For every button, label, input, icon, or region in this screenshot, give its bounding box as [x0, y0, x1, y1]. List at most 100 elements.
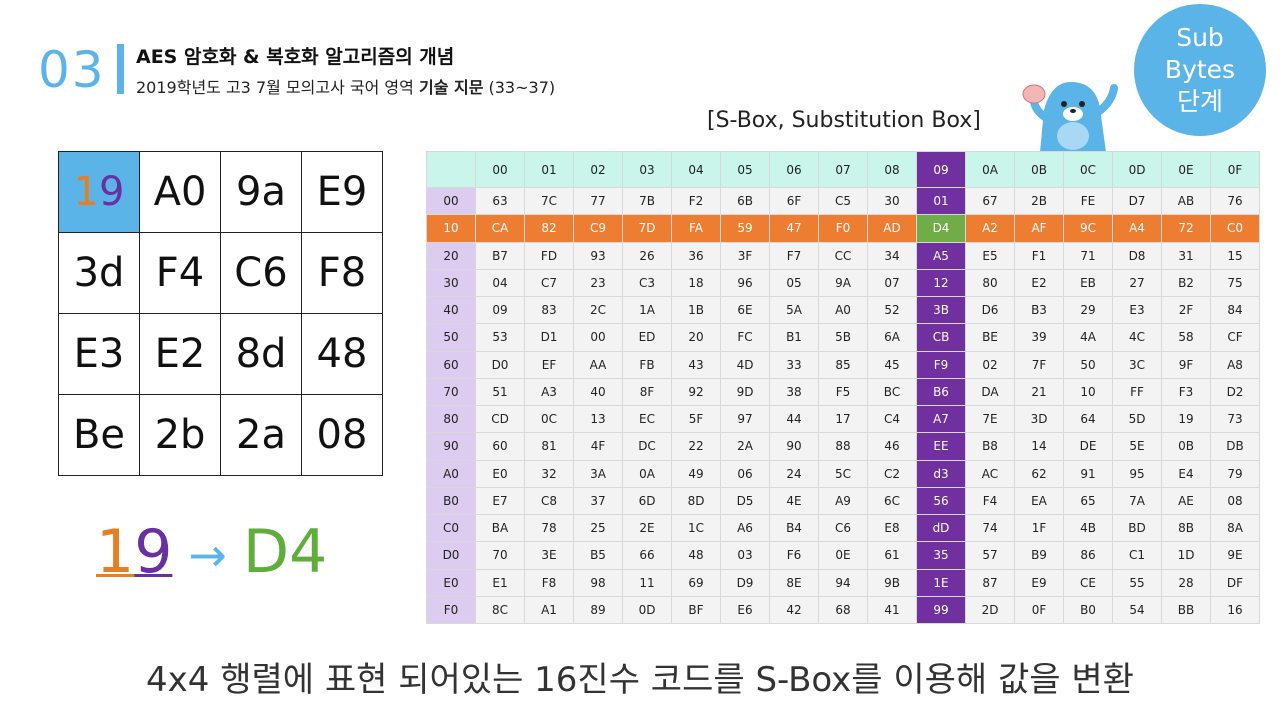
sbox-row-header: A0	[426, 459, 476, 488]
sbox-cell: 8A	[1210, 513, 1260, 543]
sbox-cell: 21	[1014, 377, 1064, 407]
sbox-cell: 96	[720, 268, 770, 298]
sbox-cell: AF	[1014, 214, 1064, 243]
sbox-cell: C7	[524, 268, 574, 298]
sbox-cell: 3C	[1112, 350, 1162, 379]
sbox-cell: 46	[867, 432, 917, 461]
sbox-cell: C0	[1210, 214, 1260, 243]
sbox-cell: 7A	[1112, 486, 1162, 516]
sbox-cell: 27	[1112, 268, 1162, 298]
sbox-cell: D9	[720, 568, 770, 597]
state-matrix: 19 A0 9a E9 3d F4 C6 F8 E3 E2 8d 48 Be 2…	[58, 151, 383, 476]
sbox-cell: 8B	[1161, 513, 1211, 543]
sbox-cell: 5D	[1112, 404, 1162, 434]
sbox-cell: 0B	[1161, 432, 1211, 461]
sbox-cell: A0	[818, 295, 868, 325]
sbox-cell: 3E	[524, 541, 574, 570]
sbox-cell: 05	[769, 268, 819, 298]
sbox-cell: EF	[524, 350, 574, 379]
sbox-cell: B2	[1161, 268, 1211, 298]
sbox-cell: 99	[916, 595, 966, 625]
sbox-cell: BD	[1112, 513, 1162, 543]
sbox-cell: 78	[524, 513, 574, 543]
state-cell: 2a	[220, 394, 302, 476]
sbox-cell: CB	[916, 323, 966, 352]
state-cell: 3d	[58, 232, 140, 314]
sbox-cell: 41	[867, 595, 917, 625]
sbox-cell: 9B	[867, 568, 917, 597]
sbox-cell: 5A	[769, 295, 819, 325]
sbox-cell: 93	[573, 241, 623, 270]
sbox-cell: F4	[965, 486, 1015, 516]
sbox-cell: 95	[1112, 459, 1162, 488]
sbox-cell: 74	[965, 513, 1015, 543]
sbox-cell: EA	[1014, 486, 1064, 516]
sbox-column-header: 01	[524, 151, 574, 188]
sbox-cell: 0E	[818, 541, 868, 570]
sbox-column-header: 0C	[1063, 151, 1113, 188]
sbox-cell: 33	[769, 350, 819, 379]
sbox-cell: F1	[1014, 241, 1064, 270]
sbox-cell: 10	[1063, 377, 1113, 407]
sbox-cell: 68	[818, 595, 868, 625]
sbox-cell: B4	[769, 513, 819, 543]
sbox-cell: A3	[524, 377, 574, 407]
sbox-cell: 86	[1063, 541, 1113, 570]
sbox-row-header: 50	[426, 323, 476, 352]
sbox-cell: FF	[1112, 377, 1162, 407]
sbox-cell: 67	[965, 186, 1015, 216]
sbox-cell: C2	[867, 459, 917, 488]
sbox-cell: 51	[475, 377, 525, 407]
sbox-cell: FC	[720, 323, 770, 352]
sbox-cell: 7D	[622, 214, 672, 243]
sbox-cell: AC	[965, 459, 1015, 488]
sbox-cell: 8E	[769, 568, 819, 597]
sbox-cell: A4	[1112, 214, 1162, 243]
sbox-cell: 9F	[1161, 350, 1211, 379]
sbox-row: 40 09 83 2C 1A 1B 6E 5A A0 52 3B D6 B3 29 E3 2F 84	[426, 295, 1260, 325]
sbox-cell: 90	[769, 432, 819, 461]
sbox-cell: 04	[475, 268, 525, 298]
sbox-cell: FA	[671, 214, 721, 243]
sbox-cell: 11	[622, 568, 672, 597]
state-cell: A0	[139, 151, 221, 233]
sbox-cell: 9D	[720, 377, 770, 407]
sbox-column-header: 07	[818, 151, 868, 188]
sbox-cell: B7	[475, 241, 525, 270]
sbox-cell: DC	[622, 432, 672, 461]
sbox-result-cell: D4	[916, 214, 966, 243]
sbox-cell: 79	[1210, 459, 1260, 488]
sbox-cell: 9A	[818, 268, 868, 298]
sbox-cell: EE	[916, 432, 966, 461]
sbox-cell: CC	[818, 241, 868, 270]
sbox-cell: BF	[671, 595, 721, 625]
sbox-cell: 15	[1210, 241, 1260, 270]
sbox-cell: 22	[671, 432, 721, 461]
state-cell: F8	[301, 232, 383, 314]
sbox-cell: 59	[720, 214, 770, 243]
sbox-cell: A8	[1210, 350, 1260, 379]
sbox-column-header: 04	[671, 151, 721, 188]
sbox-cell: A6	[720, 513, 770, 543]
sbox-cell: A5	[916, 241, 966, 270]
sbox-cell: 85	[818, 350, 868, 379]
substitution-result: 19 → D4	[96, 512, 327, 595]
sbox-cell: 1A	[622, 295, 672, 325]
sbox-cell: B5	[573, 541, 623, 570]
sbox-cell: 64	[1063, 404, 1113, 434]
sbox-cell: 52	[867, 295, 917, 325]
sbox-cell: 1C	[671, 513, 721, 543]
state-cell: E2	[139, 313, 221, 395]
sbox-cell: 55	[1112, 568, 1162, 597]
badge-line-3: 단계	[1176, 87, 1223, 116]
sbox-cell: 70	[475, 541, 525, 570]
sbox-cell: 6D	[622, 486, 672, 516]
sbox-cell: 37	[573, 486, 623, 516]
sbox-cell: 73	[1210, 404, 1260, 434]
sbox-cell: 17	[818, 404, 868, 434]
sbox-row-header: 10	[426, 214, 476, 243]
state-cell: 9a	[220, 151, 302, 233]
sbox-cell: 2D	[965, 595, 1015, 625]
sbox-cell: D6	[965, 295, 1015, 325]
sbox-cell: 48	[671, 541, 721, 570]
